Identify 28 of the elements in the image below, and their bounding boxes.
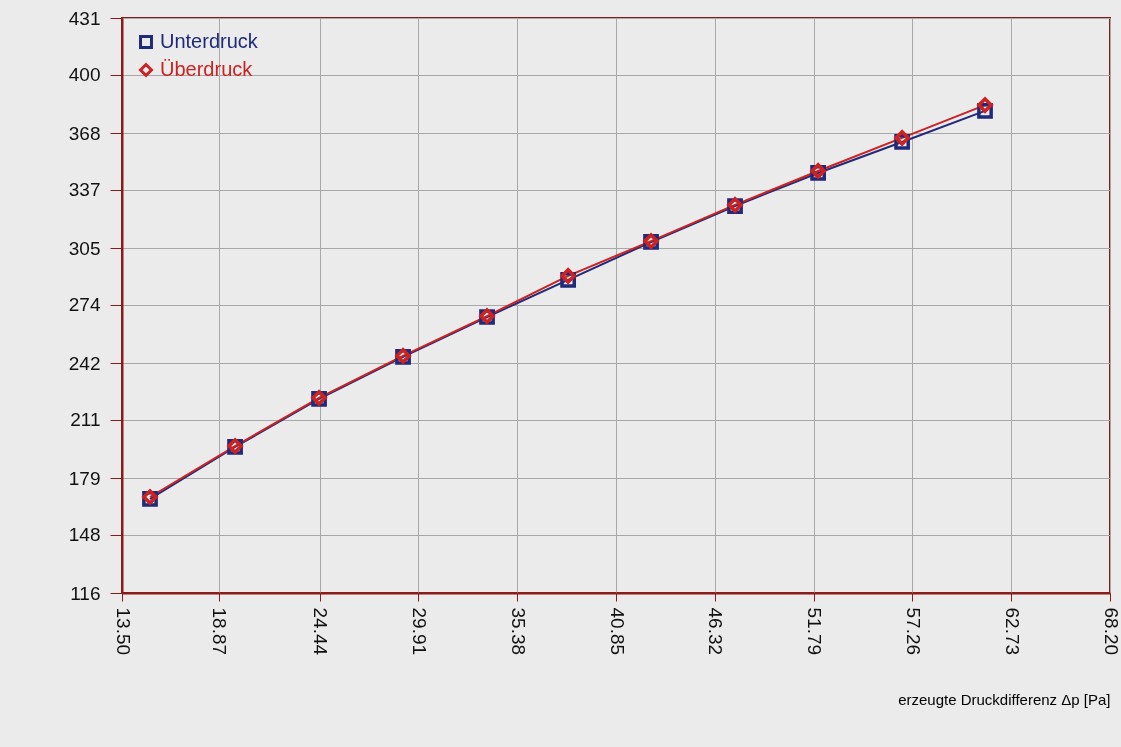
x-tick-label: 51.79 bbox=[804, 607, 826, 656]
y-tick-label: 400 bbox=[68, 64, 101, 86]
x-tick-label: 40.85 bbox=[606, 607, 628, 656]
y-tick-label: 431 bbox=[68, 7, 101, 29]
x-tick-label: 46.32 bbox=[705, 607, 727, 656]
x-tick-label: 57.26 bbox=[902, 607, 924, 656]
y-tick-label: 368 bbox=[68, 122, 101, 144]
x-tick-label: 13.50 bbox=[112, 607, 134, 656]
y-tick-label: 116 bbox=[70, 582, 101, 604]
y-tick-label: 337 bbox=[68, 179, 101, 201]
y-tick-label: 274 bbox=[68, 294, 101, 316]
y-tick-label: 242 bbox=[68, 352, 101, 374]
x-tick-label: 18.87 bbox=[209, 607, 231, 656]
x-tick-label: 24.44 bbox=[310, 607, 332, 656]
point bbox=[977, 97, 993, 113]
x-tick-label: 35.38 bbox=[507, 607, 529, 656]
y-tick-label: 305 bbox=[68, 237, 101, 259]
legend-label: Überdruck bbox=[160, 58, 254, 80]
x-tick-label: 68.20 bbox=[1100, 607, 1121, 656]
y-tick-label: 211 bbox=[70, 409, 101, 431]
x-tick-label: 29.91 bbox=[408, 607, 430, 656]
point bbox=[894, 130, 910, 146]
legend-label: Unterdruck bbox=[160, 30, 259, 52]
x-axis-title: erzeugte Druckdifferenz Δp [Pa] bbox=[898, 691, 1111, 709]
y-tick-label: 148 bbox=[68, 524, 101, 546]
point bbox=[560, 268, 577, 284]
y-tick-label: 179 bbox=[68, 467, 101, 489]
x-tick-label: 62.73 bbox=[1001, 607, 1023, 656]
